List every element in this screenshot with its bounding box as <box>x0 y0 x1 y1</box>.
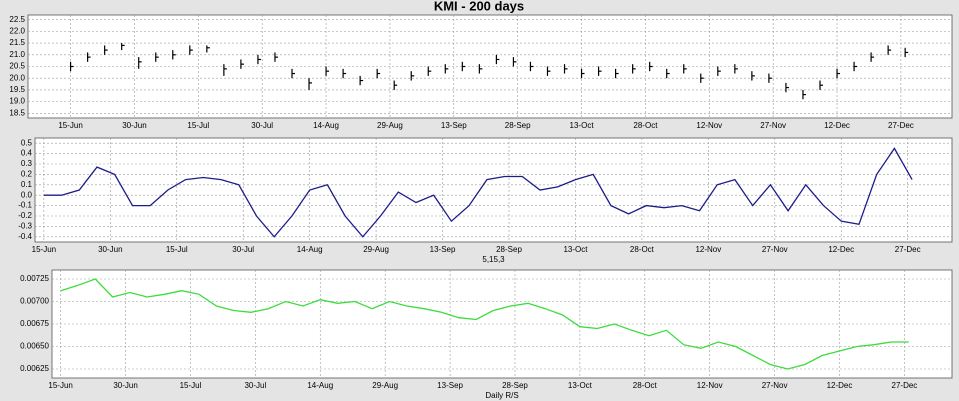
x-tick-label: 28-Sep <box>496 245 522 254</box>
x-tick-label: 13-Sep <box>441 121 467 130</box>
x-tick-label: 28-Oct <box>630 245 655 254</box>
x-tick-label: 27-Dec <box>888 121 914 130</box>
x-tick-label: 27-Nov <box>762 381 788 390</box>
x-tick-label: 27-Nov <box>762 245 788 254</box>
series-line <box>43 147 913 238</box>
x-tick-label: 14-Aug <box>307 381 333 390</box>
x-tick-label: 13-Sep <box>437 381 463 390</box>
y-tick-label: 20.5 <box>9 62 25 71</box>
x-tick-label: 12-Nov <box>696 121 722 130</box>
series-line <box>60 278 909 370</box>
y-tick-label: 18.5 <box>9 108 25 117</box>
y-tick-label: 0.2 <box>21 170 33 179</box>
y-tick-label: 0.0 <box>21 190 33 199</box>
y-tick-label: 21.0 <box>9 50 25 59</box>
x-tick-label: 12-Dec <box>828 245 854 254</box>
y-tick-label: 21.5 <box>9 38 25 47</box>
x-tick-label: 12-Nov <box>695 245 721 254</box>
y-tick-label: 0.00625 <box>20 364 49 373</box>
x-tick-label: 15-Jun <box>58 121 82 130</box>
x-tick-label: 29-Aug <box>363 245 389 254</box>
y-tick-label: 22.0 <box>9 26 25 35</box>
y-tick-label: 0.5 <box>21 138 33 147</box>
x-tick-label: 12-Dec <box>824 121 850 130</box>
y-tick-label: -0.1 <box>18 201 32 210</box>
x-tick-label: 28-Sep <box>505 121 531 130</box>
x-tick-label: 28-Oct <box>633 381 658 390</box>
x-tick-label: 30-Jun <box>98 245 122 254</box>
y-tick-label: 0.00700 <box>20 297 49 306</box>
chart-title: KMI - 200 days <box>434 0 524 13</box>
y-tick-label: 22.5 <box>9 15 25 24</box>
x-tick-label: 30-Jul <box>244 381 266 390</box>
x-axis-label: 5,15,3 <box>482 255 505 264</box>
x-tick-label: 28-Sep <box>502 381 528 390</box>
x-tick-label: 14-Aug <box>313 121 339 130</box>
x-tick-label: 30-Jul <box>232 245 254 254</box>
y-tick-label: 0.3 <box>21 159 33 168</box>
x-tick-label: 13-Oct <box>570 121 595 130</box>
x-tick-label: 15-Jun <box>32 245 56 254</box>
x-tick-label: 27-Nov <box>760 121 786 130</box>
x-tick-label: 27-Dec <box>895 245 921 254</box>
x-tick-label: 15-Jul <box>180 381 202 390</box>
x-tick-label: 28-Oct <box>633 121 658 130</box>
y-tick-label: -0.4 <box>18 232 32 241</box>
y-tick-label: -0.2 <box>18 211 32 220</box>
x-tick-label: 13-Oct <box>568 381 593 390</box>
y-tick-label: 0.00675 <box>20 319 49 328</box>
y-tick-label: -0.3 <box>18 222 32 231</box>
x-tick-label: 27-Dec <box>892 381 918 390</box>
plot-area <box>34 137 953 243</box>
x-tick-label: 15-Jul <box>166 245 188 254</box>
x-tick-label: 12-Dec <box>827 381 853 390</box>
y-tick-label: 19.5 <box>9 85 25 94</box>
x-tick-label: 15-Jul <box>187 121 209 130</box>
x-tick-label: 15-Jun <box>48 381 72 390</box>
y-tick-label: 0.1 <box>21 180 33 189</box>
x-tick-label: 29-Aug <box>377 121 403 130</box>
x-axis-label: Daily R/S <box>485 391 518 400</box>
y-tick-label: 19.0 <box>9 97 25 106</box>
y-tick-label: 0.00725 <box>20 274 49 283</box>
x-tick-label: 13-Sep <box>430 245 456 254</box>
x-tick-label: 30-Jun <box>122 121 146 130</box>
x-tick-label: 13-Oct <box>563 245 588 254</box>
y-tick-label: 20.0 <box>9 73 25 82</box>
x-tick-label: 14-Aug <box>297 245 323 254</box>
x-tick-label: 12-Nov <box>697 381 723 390</box>
y-tick-label: 0.4 <box>21 149 33 158</box>
x-tick-label: 30-Jun <box>113 381 137 390</box>
x-tick-label: 29-Aug <box>372 381 398 390</box>
x-tick-label: 30-Jul <box>251 121 273 130</box>
y-tick-label: 0.00650 <box>20 342 49 351</box>
